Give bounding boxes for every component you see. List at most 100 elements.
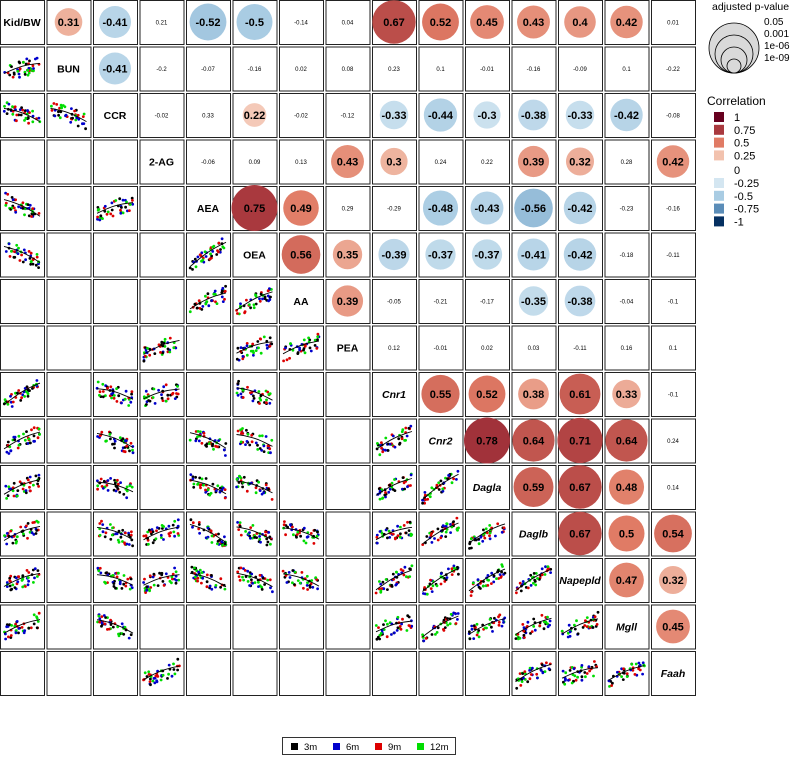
matrix-cell-10-10 — [465, 465, 510, 510]
variable-label: Cnr1 — [382, 389, 406, 401]
scatter-point — [196, 430, 200, 433]
scatter-point — [488, 534, 491, 538]
scatter-point — [96, 435, 99, 438]
scatter-point — [241, 485, 245, 489]
scatter-point — [532, 581, 535, 585]
correlation-value: 0.38 — [523, 389, 544, 401]
scatter-point — [127, 533, 131, 537]
correlation-circle — [518, 286, 549, 316]
scatter-point — [567, 678, 570, 682]
correlation-circle — [231, 185, 278, 231]
scatter-point — [252, 397, 256, 400]
scatter-point — [109, 477, 112, 480]
scatter-point — [107, 627, 111, 631]
scatter-point — [37, 611, 41, 615]
scatter-point — [421, 501, 424, 505]
scatter-point — [167, 672, 171, 676]
scatter-point — [4, 201, 8, 205]
trend-line — [236, 387, 273, 401]
correlation-value: 0.39 — [337, 296, 358, 308]
scatter-point — [444, 535, 448, 538]
matrix-cell-7-4 — [186, 325, 231, 371]
scatter-point — [282, 359, 285, 363]
scatter-point — [26, 522, 30, 525]
scatter-point — [620, 667, 623, 671]
scatter-point — [121, 540, 124, 543]
trend-line — [515, 663, 552, 683]
group-legend-label: 3m — [304, 742, 317, 753]
scatter-point — [163, 345, 167, 348]
scatter-point — [303, 351, 307, 355]
scatter-point — [405, 434, 409, 438]
scatter-point — [219, 577, 223, 581]
matrix-cell-1-7 — [325, 46, 371, 92]
scatter-point — [27, 121, 30, 125]
scatter-point — [381, 450, 385, 454]
correlation-value: 0.64 — [523, 436, 545, 448]
scatter-point — [393, 537, 397, 541]
correlation-color-swatch — [714, 124, 724, 135]
correlation-value: 0.01 — [667, 21, 679, 27]
scatter-point — [484, 527, 488, 531]
scatter-point — [258, 299, 262, 303]
scatter-point — [151, 679, 155, 683]
scatter-point — [101, 530, 105, 534]
scatter-point — [191, 521, 195, 525]
scatter-point — [115, 575, 119, 579]
scatter-point — [252, 303, 256, 307]
scatter-point — [32, 622, 36, 626]
scatter-point — [17, 72, 21, 76]
scatter-point — [161, 580, 165, 583]
correlation-value: -0.16 — [666, 207, 680, 213]
scatter-point — [266, 444, 270, 448]
scatter-point — [32, 581, 35, 584]
scatter-point — [24, 258, 27, 262]
scatter-point — [296, 530, 300, 534]
scatter-point — [282, 523, 286, 527]
scatter-point — [631, 668, 635, 672]
scatter-point — [545, 661, 548, 665]
scatter-point — [10, 196, 14, 199]
scatter-point — [27, 250, 31, 253]
scatter-point — [24, 489, 28, 492]
scatter-point — [130, 586, 134, 590]
scatter-point — [251, 536, 254, 540]
scatter-point — [266, 390, 270, 394]
scatter-point — [295, 533, 299, 536]
scatter-point — [268, 392, 272, 395]
correlation-value: 0.54 — [662, 529, 684, 541]
scatter-point — [25, 524, 28, 528]
scatter-point — [546, 615, 549, 619]
trend-line — [375, 569, 413, 591]
scatter-panel — [188, 284, 228, 314]
correlation-legend-label: 1 — [734, 112, 740, 124]
scatter-point — [27, 571, 31, 574]
scatter-point — [193, 302, 197, 306]
scatter-point — [121, 198, 125, 202]
correlation-value: 0.59 — [523, 482, 544, 494]
scatter-point — [250, 440, 254, 444]
correlation-value: 0.13 — [295, 160, 307, 166]
scatter-point — [155, 679, 159, 683]
correlation-value: 0.43 — [523, 17, 544, 29]
scatter-point — [409, 534, 413, 537]
scatter-point — [16, 580, 20, 584]
correlation-circle — [518, 99, 549, 131]
scatter-point — [7, 102, 11, 106]
scatter-point — [313, 344, 317, 347]
scatter-point — [239, 302, 242, 306]
matrix-cell-7-2 — [93, 325, 138, 371]
scatter-point — [221, 245, 225, 249]
scatter-point — [101, 217, 104, 221]
scatter-point — [31, 114, 35, 118]
scatter-point — [296, 579, 300, 582]
scatter-point — [69, 120, 73, 124]
scatter-point — [25, 569, 29, 572]
correlation-value: -0.38 — [567, 296, 592, 308]
variable-label: 2-AG — [149, 157, 174, 169]
scatter-point — [16, 446, 20, 450]
scatter-point — [475, 633, 479, 637]
scatter-point — [196, 579, 200, 583]
scatter-point — [262, 450, 266, 453]
scatter-point — [158, 571, 162, 575]
